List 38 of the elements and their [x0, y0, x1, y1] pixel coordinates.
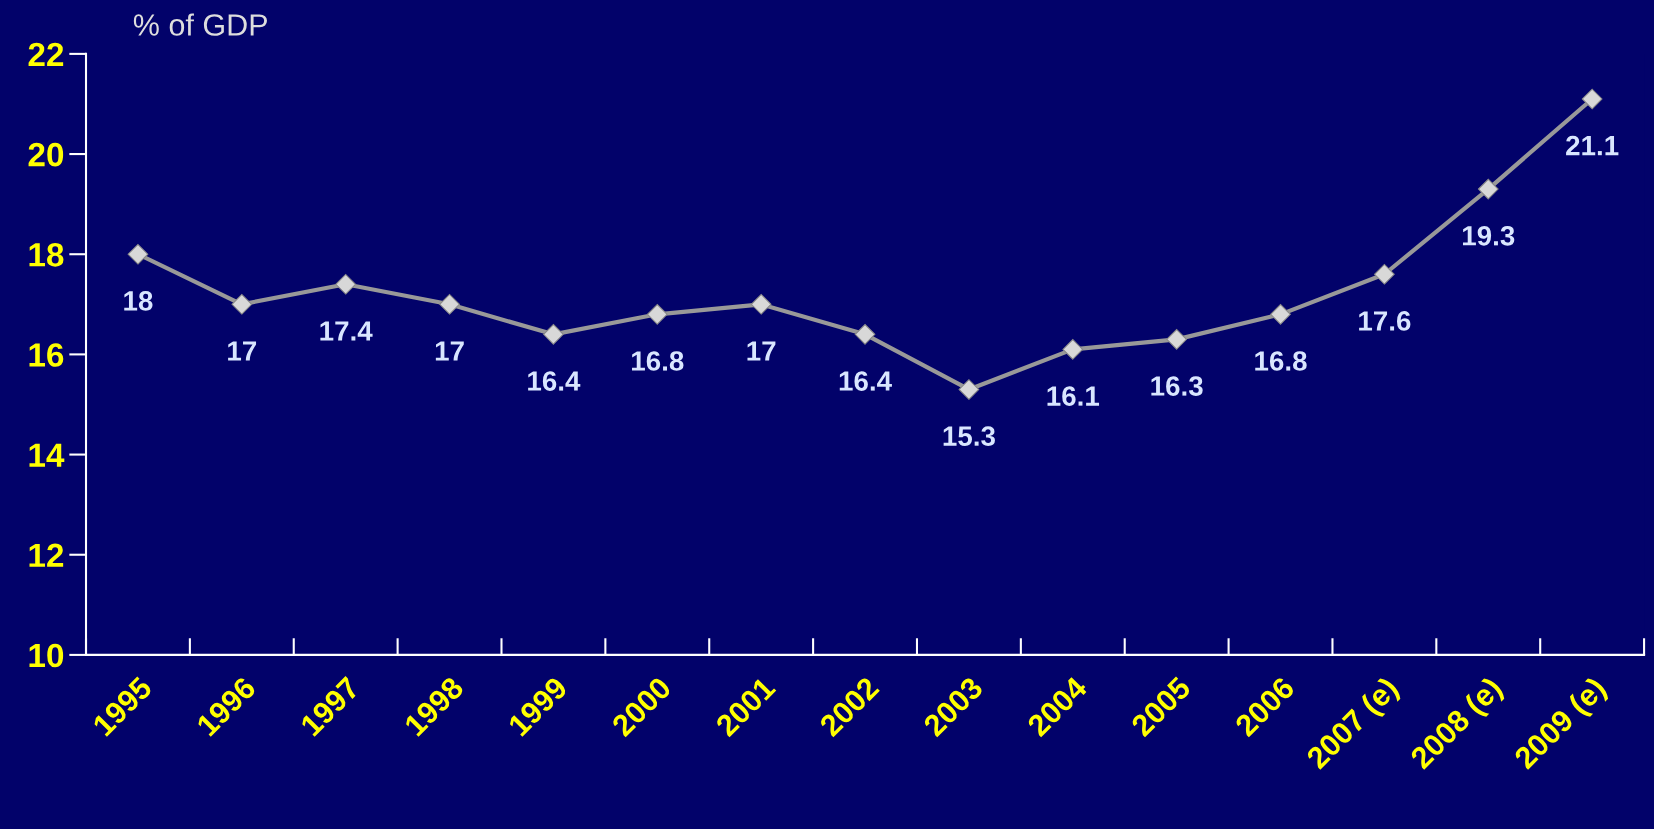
y-tick-label: 16 [29, 343, 64, 367]
point [646, 303, 668, 325]
data-label: 15.3 [943, 426, 995, 447]
point [127, 243, 149, 265]
data-label: 21.1 [1566, 135, 1619, 156]
y-tick-label: 22 [28, 42, 64, 66]
point [1581, 88, 1603, 110]
y-tick-label: 14 [29, 443, 65, 467]
point [1374, 263, 1395, 285]
data-label: 16.1 [1047, 386, 1100, 406]
point [335, 273, 357, 295]
data-label: 17.4 [320, 321, 373, 341]
y-tick-label: 18 [29, 243, 64, 267]
data-label: 16.8 [1255, 351, 1307, 371]
point [1477, 178, 1499, 200]
data-label: 17 [747, 341, 776, 361]
y-tick-label: 20 [28, 142, 64, 167]
y-tick-label: 12 [29, 543, 64, 567]
y-axis-title: % of GDP [133, 13, 267, 36]
point [1270, 303, 1291, 325]
point [750, 293, 772, 315]
point [1062, 339, 1084, 360]
data-label: 17 [228, 341, 257, 361]
point [854, 324, 876, 345]
data-label: 18 [124, 291, 153, 311]
point [543, 324, 564, 345]
point [231, 293, 253, 315]
point [958, 379, 980, 400]
data-label: 16.8 [632, 351, 684, 371]
data-label: 17 [435, 341, 464, 361]
data-label: 16.4 [528, 371, 581, 391]
data-label: 19.3 [1462, 225, 1515, 246]
data-label: 17.6 [1359, 311, 1411, 331]
data-label: 16.4 [839, 371, 892, 391]
point [439, 293, 460, 315]
data-label: 16.3 [1151, 376, 1203, 396]
point [1166, 329, 1187, 350]
y-tick-label: 10 [29, 643, 64, 668]
